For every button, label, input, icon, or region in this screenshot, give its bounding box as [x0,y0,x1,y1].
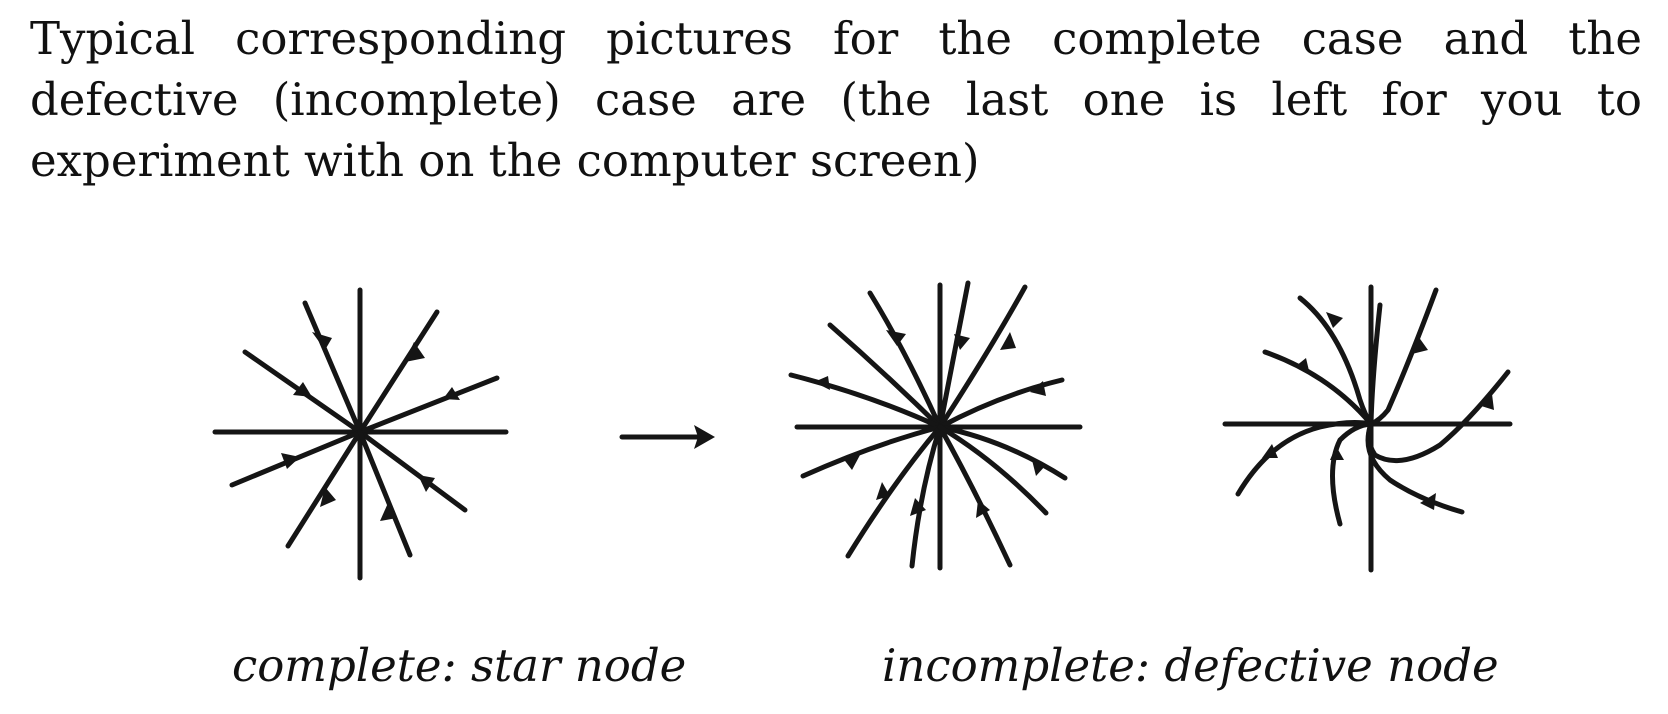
star-ray-4 [357,375,500,435]
star-arrowhead-5 [281,453,300,469]
intermediate-node-diagram [788,280,1083,571]
star-arrowhead-6 [418,475,435,492]
defect-arrowhead-2 [1296,358,1310,375]
mid-curve-7 [937,424,1068,481]
mid-arrowhead-10 [976,500,990,518]
star-ray-6 [357,429,468,513]
star-arrowhead-2 [405,342,425,362]
mid-arrowhead-4 [814,376,830,390]
mid-arrowhead-3 [1000,332,1016,350]
mid-arrowhead-1 [886,330,906,346]
mid-arrowhead-9 [910,498,926,516]
mid-curve-9 [909,424,943,569]
mid-curve-4 [788,372,943,430]
mid-curve-3 [827,322,943,430]
transition-arrow-icon [619,425,715,449]
caption-incomplete-defective-node: incomplete: defective node [882,639,1499,692]
defect-arrowhead-3 [1412,336,1428,354]
star-arrowhead-4 [443,387,460,400]
defect-curve-4 [1368,287,1439,427]
star-ray-8 [357,429,413,558]
star-arrowhead-3 [293,382,312,397]
defect-curve-7 [1330,421,1374,527]
mid-curve-11 [937,424,1049,516]
mid-curve-8 [845,424,943,559]
defect-curve-5 [1366,369,1511,464]
mid-curve-5 [937,377,1065,430]
defect-curve-3 [1368,302,1383,427]
star-node-diagram [212,287,509,581]
star-ray-7 [285,429,363,549]
star-ray-1 [302,300,363,435]
defect-arrowhead-5 [1262,444,1278,458]
mid-curve-6 [800,424,943,479]
mid-arrowhead-6 [842,455,860,470]
mid-arrowhead-8 [876,482,890,500]
mid-arrowhead-5 [1030,381,1046,396]
caption-complete-star-node: complete: star node [232,639,687,692]
defect-arrowhead-7 [1420,493,1436,510]
mid-curve-1 [867,290,943,430]
mid-arrowhead-7 [1032,460,1046,476]
defect-curve-6 [1235,420,1374,497]
mid-curve-2 [937,284,1028,430]
defect-curve-8 [1365,421,1465,515]
star-ray-2 [357,309,440,435]
star-arrowhead-1 [312,332,332,350]
star-arrowhead-7 [320,487,336,507]
defective-node-diagram [1222,284,1513,573]
mid-curve-10 [937,424,1013,568]
defect-arrowhead-6 [1330,446,1344,460]
defect-arrowhead-1 [1326,312,1343,328]
mid-line-v2 [937,280,971,430]
mid-arrowhead-2 [954,334,970,350]
star-arrowhead-8 [380,503,397,521]
body-paragraph: Typical corresponding pictures for the c… [30,12,1642,187]
defect-curve-2 [1262,349,1374,427]
defect-arrowhead-4 [1478,394,1494,410]
